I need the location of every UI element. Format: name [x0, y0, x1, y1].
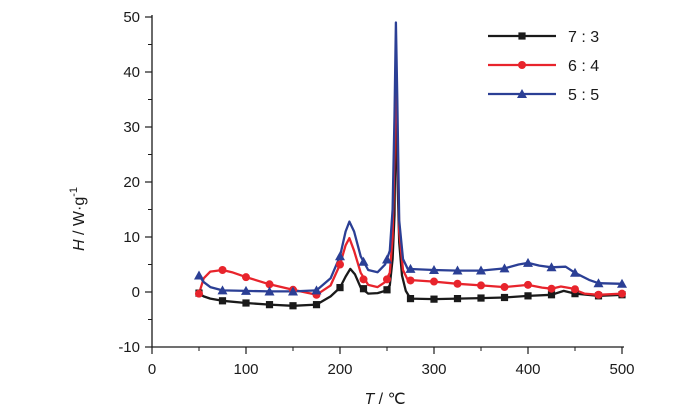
- y-tick-label: 10: [123, 229, 140, 246]
- series-2-point: [336, 260, 344, 269]
- series-1-point: [242, 299, 250, 307]
- series-3-point: [358, 256, 369, 266]
- series-3-point: [241, 285, 251, 295]
- series-3-point: [429, 265, 439, 274]
- series-1-point: [406, 295, 415, 303]
- series-1-point: [571, 290, 579, 298]
- series-1-point: [336, 284, 344, 292]
- x-axis-title: T / ℃: [364, 391, 405, 408]
- series-3-point: [382, 254, 392, 264]
- series-2-point: [359, 275, 368, 284]
- series-3-point: [593, 278, 604, 288]
- series-2-point: [406, 276, 415, 285]
- series-2-point: [265, 280, 274, 289]
- series-2-point: [453, 279, 462, 288]
- series-2-point: [547, 284, 556, 293]
- y-axis-symbol: H: [71, 239, 88, 251]
- series-3-point: [452, 265, 463, 275]
- series-3-point: [523, 257, 533, 267]
- y-tick-label: 40: [123, 64, 140, 81]
- series-2-point: [594, 290, 603, 299]
- legend-label-1: 7 : 3: [568, 29, 599, 46]
- series-2-point: [618, 289, 626, 298]
- series-1-point: [477, 294, 485, 302]
- series-1-point: [265, 301, 274, 309]
- series-line-2: [197, 43, 622, 296]
- series-1-point: [312, 301, 321, 309]
- legend-label-2: 6 : 4: [568, 58, 599, 75]
- series-2-point: [195, 289, 203, 298]
- marker-layer: [194, 251, 627, 310]
- series-3-point: [546, 262, 557, 272]
- series-3-point: [570, 267, 580, 277]
- y-tick-label: 30: [123, 119, 140, 136]
- series-1-point: [547, 291, 556, 299]
- x-axis-unit: / ℃: [374, 391, 405, 408]
- series-3-point: [288, 286, 298, 296]
- y-axis-title: H / W·g-1: [68, 187, 88, 251]
- series-1-point: [453, 295, 462, 303]
- series-3-point: [311, 285, 322, 295]
- series-3-point: [405, 263, 416, 273]
- series-3-point: [617, 278, 627, 288]
- series-1-point: [359, 285, 368, 293]
- series-2-point: [524, 280, 532, 289]
- series-3-point: [217, 285, 228, 295]
- series-2-point: [430, 277, 438, 286]
- series-layer: [197, 21, 622, 307]
- series-3-point: [476, 265, 486, 275]
- legend-marker-1: [518, 32, 526, 40]
- x-tick-label: 200: [327, 361, 352, 378]
- x-tick-label: 100: [233, 361, 258, 378]
- y-tick-label: 50: [123, 9, 140, 26]
- series-line-3: [197, 21, 622, 293]
- series-2-point: [571, 285, 579, 294]
- y-axis-unit: / W·g: [71, 197, 88, 240]
- series-2-point: [242, 273, 250, 282]
- series-2-point: [218, 266, 227, 274]
- series-3-point: [335, 251, 345, 261]
- y-tick-label: 20: [123, 174, 140, 191]
- legend: 7 : 3 6 : 4 5 : 5: [488, 29, 599, 104]
- series-1-point: [289, 302, 297, 310]
- series-1-point: [218, 297, 227, 305]
- series-1-point: [524, 292, 532, 300]
- legend-marker-2: [518, 61, 526, 69]
- series-3-point: [194, 270, 204, 280]
- y-tick-label: 0: [132, 284, 140, 301]
- y-tick-label: -10: [118, 339, 140, 356]
- series-3-point: [264, 286, 275, 296]
- legend-label-3: 5 : 5: [568, 87, 599, 104]
- x-tick-label: 0: [148, 361, 156, 378]
- series-2-point: [477, 281, 485, 290]
- series-line-1: [197, 70, 622, 307]
- series-2-point: [383, 275, 391, 284]
- series-2-point: [500, 283, 509, 292]
- x-tick-label: 300: [421, 361, 446, 378]
- series-1-point: [383, 286, 391, 294]
- series-1-point: [430, 295, 438, 303]
- legend-marker-3: [517, 89, 527, 98]
- series-1-point: [500, 293, 509, 302]
- series-3-point: [499, 263, 510, 273]
- x-axis-symbol: T: [364, 391, 375, 408]
- y-axis-unit-exponent: -1: [68, 187, 80, 197]
- x-tick-label: 500: [609, 361, 634, 378]
- x-tick-label: 400: [515, 361, 540, 378]
